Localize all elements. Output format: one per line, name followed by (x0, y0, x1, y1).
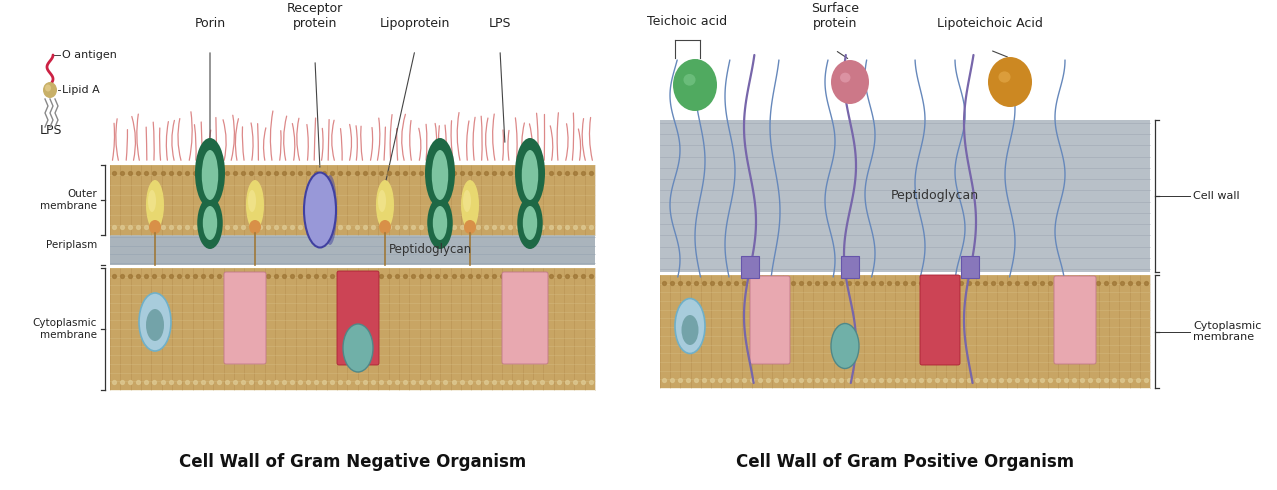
Text: Teichoic acid: Teichoic acid (647, 15, 728, 28)
Ellipse shape (197, 197, 222, 249)
Ellipse shape (515, 138, 545, 208)
Text: Receptor
protein: Receptor protein (287, 2, 344, 30)
Text: Peptidoglycan: Peptidoglycan (388, 244, 471, 256)
Ellipse shape (840, 73, 850, 82)
FancyBboxPatch shape (750, 276, 790, 364)
Ellipse shape (831, 60, 870, 104)
Ellipse shape (683, 74, 696, 86)
Text: O antigen: O antigen (63, 50, 117, 60)
Bar (110, 268, 595, 390)
FancyBboxPatch shape (1054, 276, 1096, 364)
Ellipse shape (248, 190, 255, 212)
Text: Cytoplasmic
membrane: Cytoplasmic membrane (1193, 320, 1262, 343)
FancyBboxPatch shape (741, 256, 759, 278)
Text: Cytoplasmic
membrane: Cytoplasmic membrane (33, 318, 97, 340)
Text: Cell Wall of Gram Negative Organism: Cell Wall of Gram Negative Organism (179, 453, 526, 471)
Bar (660, 275, 1151, 388)
Text: LPS: LPS (489, 17, 511, 30)
Ellipse shape (379, 220, 391, 234)
Ellipse shape (203, 206, 217, 240)
Ellipse shape (432, 150, 448, 200)
Ellipse shape (246, 180, 264, 230)
FancyBboxPatch shape (223, 272, 266, 364)
Ellipse shape (202, 150, 218, 200)
Text: Surface
protein: Surface protein (811, 2, 859, 30)
Ellipse shape (676, 298, 705, 353)
Ellipse shape (673, 59, 716, 111)
Ellipse shape (988, 57, 1032, 107)
Ellipse shape (195, 138, 225, 208)
Ellipse shape (249, 220, 261, 234)
FancyBboxPatch shape (337, 271, 379, 365)
FancyBboxPatch shape (502, 272, 548, 364)
Bar (660, 120, 1151, 272)
Ellipse shape (428, 197, 453, 249)
Text: LPS: LPS (40, 123, 63, 137)
Ellipse shape (464, 190, 471, 212)
Text: Cell wall: Cell wall (1193, 191, 1240, 201)
Ellipse shape (517, 197, 543, 249)
Ellipse shape (43, 82, 57, 98)
FancyBboxPatch shape (962, 256, 979, 278)
Ellipse shape (323, 175, 337, 245)
FancyBboxPatch shape (919, 275, 960, 365)
Ellipse shape (461, 180, 479, 230)
Ellipse shape (146, 309, 163, 341)
Ellipse shape (378, 190, 386, 212)
Ellipse shape (999, 72, 1010, 83)
Ellipse shape (464, 220, 476, 234)
Bar (110, 235, 595, 265)
Text: Lipoprotein: Lipoprotein (379, 17, 451, 30)
Text: Periplasm: Periplasm (46, 240, 97, 250)
Ellipse shape (344, 324, 373, 372)
Ellipse shape (522, 206, 538, 240)
Text: Outer
membrane: Outer membrane (40, 189, 97, 211)
Ellipse shape (139, 293, 171, 351)
Ellipse shape (146, 180, 163, 230)
Ellipse shape (304, 172, 336, 247)
Text: Lipid A: Lipid A (63, 85, 100, 95)
Ellipse shape (522, 150, 538, 200)
Text: Porin: Porin (194, 17, 226, 30)
Ellipse shape (148, 190, 156, 212)
Bar (110, 165, 595, 235)
Ellipse shape (149, 220, 161, 234)
Ellipse shape (831, 323, 859, 368)
Ellipse shape (425, 138, 455, 208)
Ellipse shape (375, 180, 395, 230)
Text: Peptidoglycan: Peptidoglycan (891, 190, 979, 202)
Ellipse shape (682, 315, 699, 345)
Text: Cell Wall of Gram Positive Organism: Cell Wall of Gram Positive Organism (736, 453, 1074, 471)
Ellipse shape (45, 84, 51, 92)
FancyBboxPatch shape (842, 256, 859, 278)
Text: Lipoteichoic Acid: Lipoteichoic Acid (937, 17, 1043, 30)
Ellipse shape (433, 206, 447, 240)
